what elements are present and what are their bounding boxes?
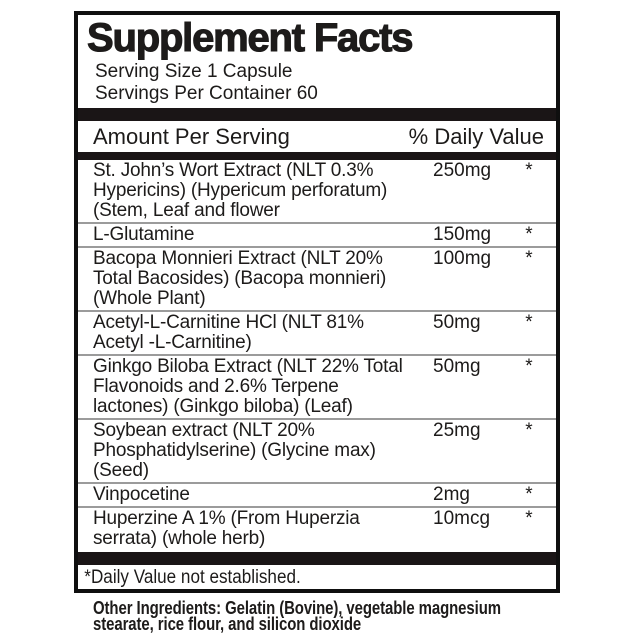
divider-bar-medium: [78, 152, 556, 160]
ingredient-amount: 25mg: [433, 420, 481, 441]
panel-title: Supplement Facts: [86, 15, 414, 60]
ingredient-name: St. John’s Wort Extract (NLT 0.3% Hyperi…: [93, 160, 388, 221]
daily-value-footnote: *Daily Value not established.: [84, 567, 301, 588]
ingredient-daily-value: *: [525, 508, 533, 529]
ingredient-name: Bacopa Monnieri Extract (NLT 20% Total B…: [93, 248, 387, 309]
ingredient-row: Bacopa Monnieri Extract (NLT 20% Total B…: [78, 246, 556, 310]
ingredient-row: Soybean extract (NLT 20% Phosphatidylser…: [78, 418, 556, 482]
ingredient-amount: 150mg: [433, 224, 492, 245]
ingredient-row: Huperzine A 1% (From Huperzia serrata) (…: [78, 506, 556, 550]
ingredient-row: St. John’s Wort Extract (NLT 0.3% Hyperi…: [78, 160, 556, 222]
ingredient-daily-value: *: [525, 484, 533, 505]
divider-bar-bottom: [78, 552, 556, 565]
ingredient-table: St. John’s Wort Extract (NLT 0.3% Hyperi…: [78, 160, 556, 550]
ingredient-name: Vinpocetine: [93, 484, 190, 505]
ingredient-row: Ginkgo Biloba Extract (NLT 22% Total Fla…: [78, 354, 556, 418]
ingredient-amount: 50mg: [433, 312, 481, 333]
column-header-row: Amount Per Serving % Daily Value: [78, 121, 556, 152]
ingredient-amount: 250mg: [433, 160, 492, 181]
serving-size: Serving Size 1 Capsule: [95, 61, 293, 82]
ingredient-amount: 10mcg: [433, 508, 491, 529]
ingredient-daily-value: *: [525, 248, 533, 269]
ingredient-amount: 100mg: [433, 248, 492, 269]
ingredient-daily-value: *: [525, 160, 533, 181]
ingredient-daily-value: *: [525, 420, 533, 441]
ingredient-name: Ginkgo Biloba Extract (NLT 22% Total Fla…: [93, 356, 403, 417]
ingredient-daily-value: *: [525, 224, 533, 245]
ingredient-name: Huperzine A 1% (From Huperzia serrata) (…: [93, 508, 360, 549]
daily-value-header: % Daily Value: [408, 124, 544, 149]
ingredient-name: L-Glutamine: [93, 224, 195, 245]
amount-per-serving-header: Amount Per Serving: [93, 124, 290, 149]
servings-per-container: Servings Per Container 60: [95, 83, 318, 104]
ingredient-amount: 50mg: [433, 356, 481, 377]
divider-bar-thick: [78, 108, 556, 121]
other-ingredients: Other Ingredients: Gelatin (Bovine), veg…: [93, 598, 501, 634]
ingredient-daily-value: *: [525, 356, 533, 377]
ingredient-row: Vinpocetine 2mg *: [78, 482, 556, 506]
ingredient-name: Acetyl-L-Carnitine HCl (NLT 81% Acetyl -…: [93, 312, 364, 353]
ingredient-row: Acetyl-L-Carnitine HCl (NLT 81% Acetyl -…: [78, 310, 556, 354]
ingredient-amount: 2mg: [433, 484, 470, 505]
ingredient-name: Soybean extract (NLT 20% Phosphatidylser…: [93, 420, 376, 481]
supplement-facts-panel: Supplement Facts Serving Size 1 Capsule …: [74, 11, 560, 593]
ingredient-row: L-Glutamine 150mg *: [78, 222, 556, 246]
ingredient-daily-value: *: [525, 312, 533, 333]
